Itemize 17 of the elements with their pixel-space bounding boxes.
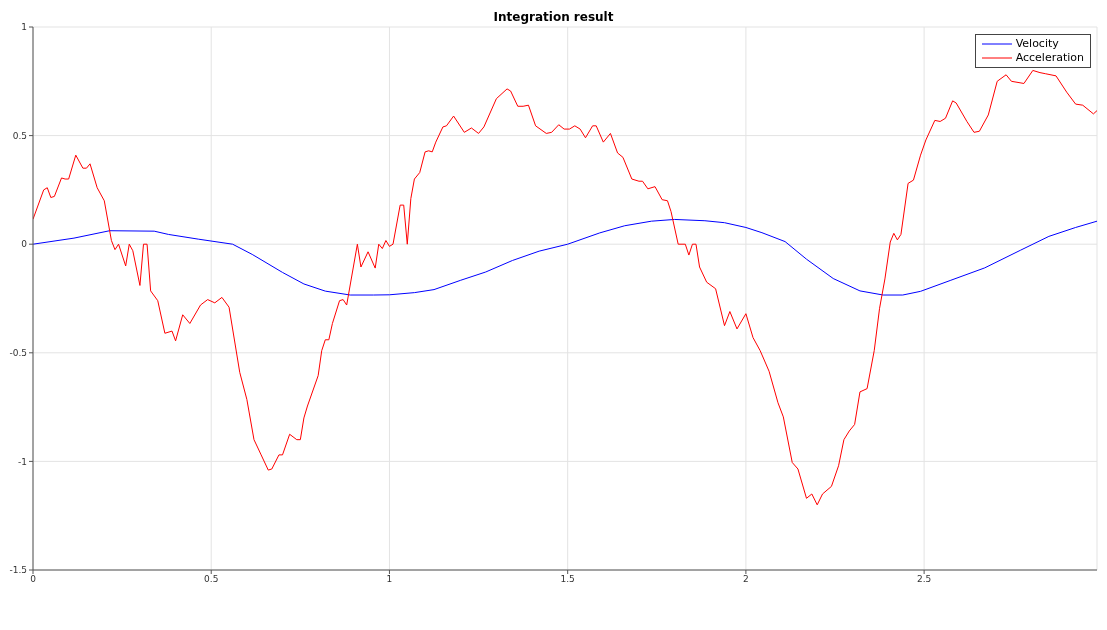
x-tick-label: 2.5 [916, 574, 932, 585]
y-tick-label: -1.5 [9, 565, 27, 576]
x-tick-label: 2 [743, 574, 749, 585]
x-tick-label: 1 [386, 574, 393, 585]
y-tick-label: 0 [21, 239, 28, 250]
y-tick-label: -1 [18, 456, 27, 467]
legend-label: Velocity [1015, 37, 1059, 51]
legend-label: Acceleration [1015, 51, 1084, 65]
line-series [33, 218, 1097, 296]
chart-title: Integration result [492, 10, 615, 24]
x-tick-label: 0 [30, 574, 37, 585]
line-series [33, 69, 1097, 506]
y-tick-label: 0.5 [12, 130, 27, 141]
x-tick-label: 1.5 [560, 574, 575, 585]
y-tick-label: 1 [21, 22, 27, 33]
y-tick-label: -0.5 [9, 347, 27, 358]
x-tick-label: 0.5 [204, 574, 219, 585]
